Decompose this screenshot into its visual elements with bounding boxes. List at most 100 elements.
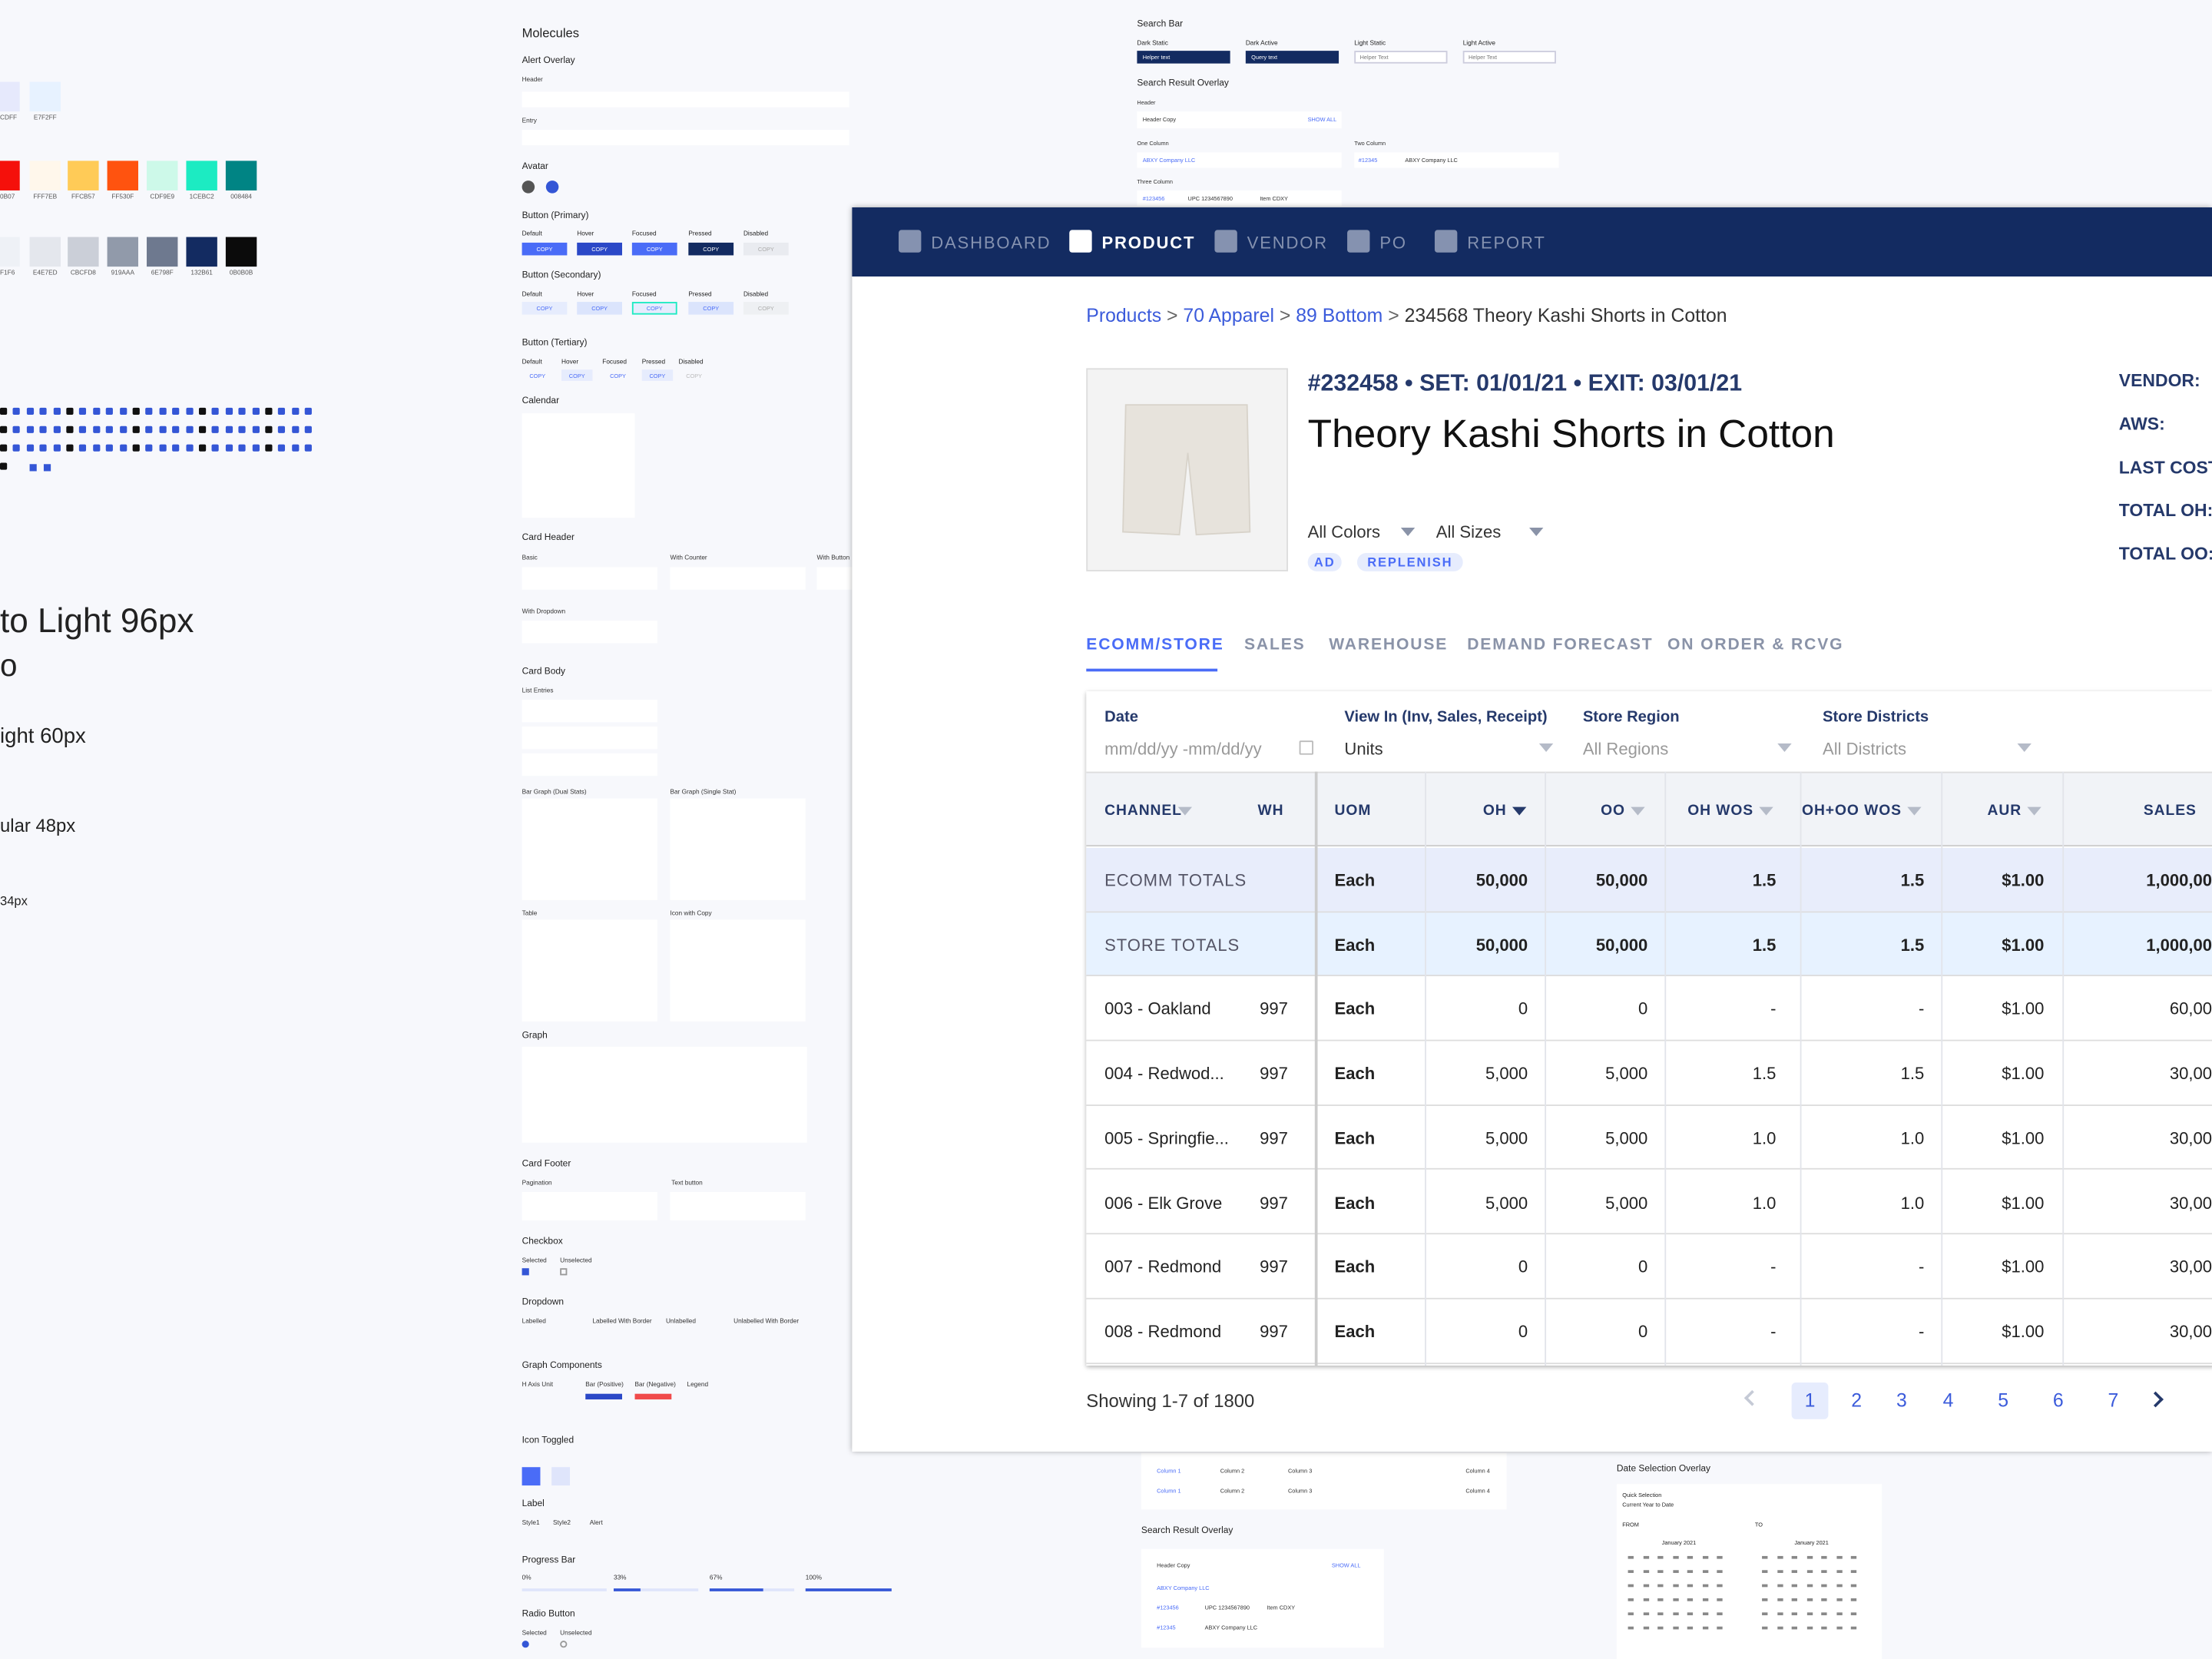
component-label: Bar (Negative) [634, 1380, 676, 1388]
column-header[interactable]: UOM [1334, 802, 1372, 820]
button-primary[interactable] [577, 242, 623, 256]
state-label: Light Static [1354, 38, 1386, 47]
icon [172, 444, 180, 452]
state-label: Disabled [678, 358, 704, 366]
calendar-day [1836, 1612, 1842, 1616]
overlay-text: UPC 1234567890 [1187, 194, 1233, 202]
calendar-day [1702, 1570, 1708, 1573]
button-tertiary[interactable] [641, 369, 674, 381]
tab[interactable]: WAREHOUSE [1329, 635, 1449, 653]
button-secondary[interactable] [743, 302, 789, 315]
calendar-day [1821, 1598, 1827, 1601]
color-swatch [68, 237, 99, 267]
component-label: Icon with Copy [670, 909, 712, 917]
column-header[interactable]: AUR [1987, 802, 2022, 820]
column-header[interactable]: SALES [2143, 802, 2197, 820]
component-label: Basic [522, 554, 538, 561]
component-label: Legend [687, 1380, 709, 1388]
button-tertiary[interactable] [561, 369, 593, 381]
column-header[interactable]: OH+OO WOS [1802, 802, 1902, 820]
button-label: COPY [536, 303, 553, 312]
search-input[interactable] [1462, 51, 1556, 64]
table-cell: 1,000,00 [2146, 935, 2212, 955]
page-number[interactable]: 1 [1804, 1389, 1816, 1412]
caret [1631, 806, 1645, 816]
avatar [522, 180, 535, 194]
icon-toggled[interactable] [522, 1467, 541, 1486]
select-value[interactable]: All Colors [1307, 522, 1380, 542]
component-label: List Entries [522, 687, 554, 694]
table-row [1086, 1171, 2212, 1235]
button-secondary[interactable] [631, 302, 677, 315]
breadcrumb-item[interactable]: Products [1086, 304, 1162, 326]
button-primary[interactable] [522, 242, 568, 256]
table-cell: 1.0 [1752, 1128, 1777, 1148]
page-number[interactable]: 3 [1896, 1389, 1907, 1412]
button-secondary[interactable] [688, 302, 734, 315]
results-table [1141, 1452, 1507, 1510]
swatch-label: E7F2FF [33, 114, 57, 121]
table-cell: - [1918, 1257, 1925, 1277]
table-cell: 50,000 [1595, 870, 1648, 890]
page-number[interactable]: 7 [2108, 1389, 2119, 1412]
column-header[interactable]: OH [1482, 802, 1507, 820]
tab[interactable]: SALES [1244, 635, 1306, 653]
section-label: Card Body [522, 667, 566, 677]
search-input[interactable] [1354, 51, 1448, 64]
filter-value[interactable]: All Districts [1823, 738, 1907, 759]
nav-item[interactable]: PO [1379, 232, 1407, 252]
table-cell: 1.5 [1752, 870, 1777, 890]
icon [238, 444, 246, 452]
page-number[interactable]: 5 [1998, 1389, 2009, 1412]
page-number[interactable]: 6 [2052, 1389, 2064, 1412]
button-secondary[interactable] [577, 302, 623, 315]
tab[interactable]: ECOMM/STORE [1086, 635, 1224, 653]
column-header[interactable]: OO [1601, 802, 1625, 820]
column-header[interactable]: WH [1257, 802, 1284, 820]
calendar-day [1806, 1555, 1813, 1559]
page-number[interactable]: 4 [1942, 1389, 1954, 1412]
button-primary[interactable] [688, 242, 734, 256]
overlay-text: Three Column [1137, 177, 1173, 185]
icon [305, 407, 313, 416]
icon-toggled[interactable] [551, 1467, 571, 1486]
page-number[interactable]: 2 [1851, 1389, 1863, 1412]
button-primary[interactable] [631, 242, 677, 256]
icon [185, 444, 193, 452]
select-value[interactable]: All Sizes [1435, 522, 1502, 542]
column-text: Column 4 [1465, 1467, 1490, 1475]
section-label: Icon Toggled [522, 1435, 575, 1446]
table-cell: 5,000 [1605, 1192, 1648, 1213]
icon [79, 407, 87, 416]
radio[interactable] [560, 1641, 568, 1648]
checkbox[interactable] [522, 1268, 529, 1276]
filter-value[interactable]: All Regions [1582, 738, 1669, 759]
button-primary[interactable] [743, 242, 789, 256]
search-input[interactable] [1245, 51, 1339, 64]
card [670, 567, 806, 590]
nav-item[interactable]: DASHBOARD [931, 232, 1051, 252]
icon [13, 407, 21, 416]
tab[interactable]: ON ORDER & RCVG [1667, 635, 1844, 653]
breadcrumb-item[interactable]: 89 Bottom [1296, 304, 1383, 326]
nav-item[interactable]: REPORT [1467, 232, 1546, 252]
component-label: 0% [522, 1574, 531, 1581]
state-label: Default [522, 358, 542, 366]
button-secondary[interactable] [522, 302, 568, 315]
column-header[interactable]: CHANNEL [1104, 802, 1182, 820]
progress-track [613, 1588, 699, 1591]
tab[interactable]: DEMAND FORECAST [1467, 635, 1654, 653]
column-header[interactable]: OH WOS [1687, 802, 1754, 820]
filter-value[interactable]: mm/dd/yy -mm/dd/yy [1104, 738, 1262, 759]
icon [106, 444, 114, 452]
filter-value[interactable]: Units [1344, 738, 1383, 759]
nav-item[interactable]: PRODUCT [1101, 232, 1196, 252]
radio[interactable] [522, 1641, 529, 1648]
caret [1400, 527, 1416, 536]
nav-item[interactable]: VENDOR [1247, 232, 1328, 252]
checkbox[interactable] [560, 1268, 568, 1276]
breadcrumb-item[interactable]: 70 Apparel [1183, 304, 1275, 326]
column-text: Column 4 [1465, 1486, 1490, 1495]
search-input[interactable] [1137, 51, 1230, 64]
state-label: Light Active [1462, 38, 1495, 47]
